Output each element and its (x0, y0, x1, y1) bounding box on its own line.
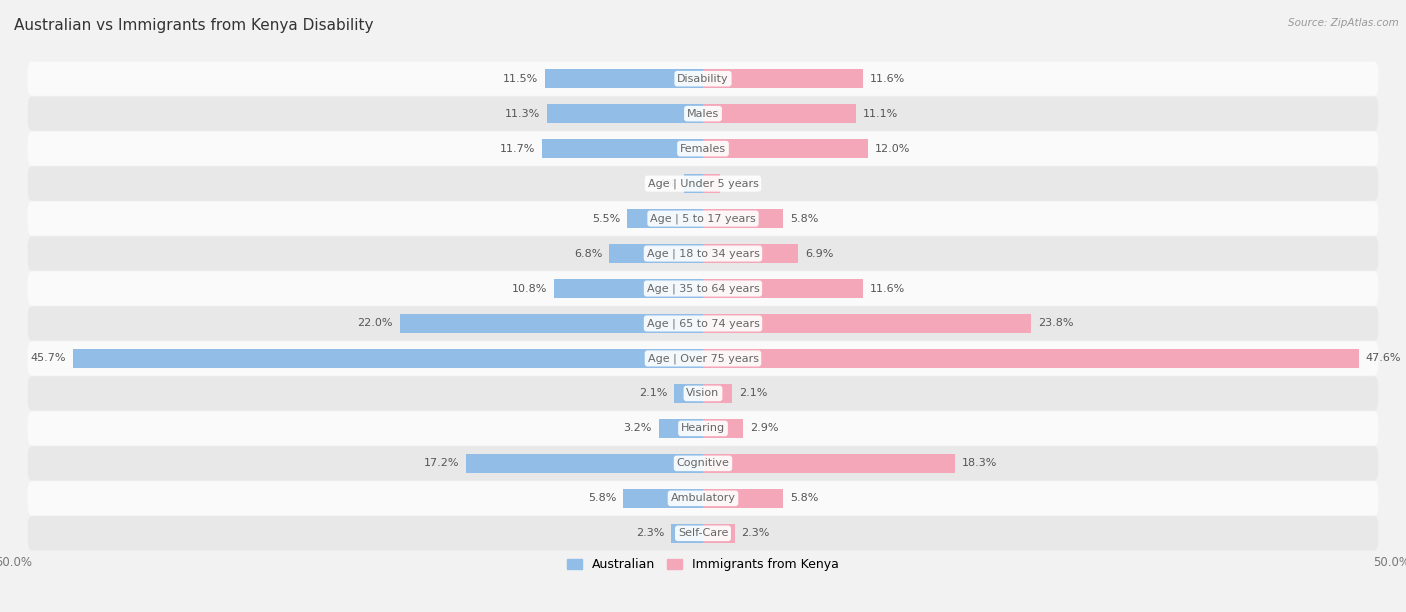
Text: 5.5%: 5.5% (592, 214, 620, 223)
Text: 22.0%: 22.0% (357, 318, 392, 329)
Bar (703, 524, 735, 543)
Text: Age | 35 to 64 years: Age | 35 to 64 years (647, 283, 759, 294)
Text: Age | 18 to 34 years: Age | 18 to 34 years (647, 248, 759, 259)
FancyBboxPatch shape (28, 307, 1378, 341)
Bar (703, 384, 733, 403)
Text: Self-Care: Self-Care (678, 528, 728, 539)
Text: 5.8%: 5.8% (790, 493, 818, 503)
Bar (465, 453, 703, 473)
FancyBboxPatch shape (28, 446, 1378, 480)
Text: 11.1%: 11.1% (863, 109, 898, 119)
Bar (703, 419, 742, 438)
Text: Hearing: Hearing (681, 424, 725, 433)
Bar (554, 279, 703, 298)
Bar (703, 279, 863, 298)
Text: Disability: Disability (678, 73, 728, 84)
Bar (683, 174, 703, 193)
Bar (399, 314, 703, 333)
Text: Age | 65 to 74 years: Age | 65 to 74 years (647, 318, 759, 329)
Text: 23.8%: 23.8% (1038, 318, 1073, 329)
Text: 11.3%: 11.3% (505, 109, 540, 119)
Text: 11.5%: 11.5% (502, 73, 537, 84)
Text: 2.1%: 2.1% (638, 389, 668, 398)
FancyBboxPatch shape (28, 166, 1378, 201)
FancyBboxPatch shape (28, 97, 1378, 131)
Bar (673, 384, 703, 403)
Bar (703, 174, 720, 193)
Bar (609, 244, 703, 263)
Bar (623, 489, 703, 508)
Text: Age | Under 5 years: Age | Under 5 years (648, 178, 758, 189)
Bar (547, 104, 703, 123)
Text: 1.4%: 1.4% (648, 179, 676, 188)
Bar (703, 453, 955, 473)
Text: 45.7%: 45.7% (31, 354, 66, 364)
Text: 2.1%: 2.1% (738, 389, 768, 398)
FancyBboxPatch shape (28, 516, 1378, 550)
Bar (703, 489, 783, 508)
Bar (671, 524, 703, 543)
Text: 11.6%: 11.6% (870, 283, 905, 294)
FancyBboxPatch shape (28, 132, 1378, 166)
Bar (703, 244, 799, 263)
Text: Ambulatory: Ambulatory (671, 493, 735, 503)
Text: 11.7%: 11.7% (499, 144, 534, 154)
Bar (659, 419, 703, 438)
Text: 47.6%: 47.6% (1365, 354, 1402, 364)
Bar (541, 139, 703, 159)
Bar (703, 349, 1358, 368)
Text: 11.6%: 11.6% (870, 73, 905, 84)
FancyBboxPatch shape (28, 271, 1378, 305)
Text: Age | Over 75 years: Age | Over 75 years (648, 353, 758, 364)
Text: Australian vs Immigrants from Kenya Disability: Australian vs Immigrants from Kenya Disa… (14, 18, 374, 34)
Bar (703, 209, 783, 228)
FancyBboxPatch shape (28, 341, 1378, 376)
Text: Source: ZipAtlas.com: Source: ZipAtlas.com (1288, 18, 1399, 28)
Bar (544, 69, 703, 88)
FancyBboxPatch shape (28, 236, 1378, 271)
Text: 10.8%: 10.8% (512, 283, 547, 294)
FancyBboxPatch shape (28, 62, 1378, 96)
FancyBboxPatch shape (28, 201, 1378, 236)
Text: 17.2%: 17.2% (423, 458, 460, 468)
Legend: Australian, Immigrants from Kenya: Australian, Immigrants from Kenya (561, 553, 845, 577)
Bar (73, 349, 703, 368)
Text: Females: Females (681, 144, 725, 154)
Bar (627, 209, 703, 228)
Text: 5.8%: 5.8% (790, 214, 818, 223)
Text: 1.2%: 1.2% (727, 179, 755, 188)
Text: 5.8%: 5.8% (588, 493, 616, 503)
Text: 12.0%: 12.0% (875, 144, 911, 154)
Text: 18.3%: 18.3% (962, 458, 997, 468)
Bar (703, 69, 863, 88)
Bar (703, 314, 1031, 333)
Bar (703, 139, 869, 159)
Text: Vision: Vision (686, 389, 720, 398)
Text: Cognitive: Cognitive (676, 458, 730, 468)
FancyBboxPatch shape (28, 481, 1378, 515)
Text: 2.9%: 2.9% (749, 424, 779, 433)
Text: Age | 5 to 17 years: Age | 5 to 17 years (650, 214, 756, 224)
Text: 6.9%: 6.9% (806, 248, 834, 258)
Text: 2.3%: 2.3% (636, 528, 665, 539)
Text: Males: Males (688, 109, 718, 119)
Text: 2.3%: 2.3% (741, 528, 770, 539)
Text: 6.8%: 6.8% (574, 248, 602, 258)
Text: 3.2%: 3.2% (624, 424, 652, 433)
FancyBboxPatch shape (28, 376, 1378, 411)
Bar (703, 104, 856, 123)
FancyBboxPatch shape (28, 411, 1378, 446)
